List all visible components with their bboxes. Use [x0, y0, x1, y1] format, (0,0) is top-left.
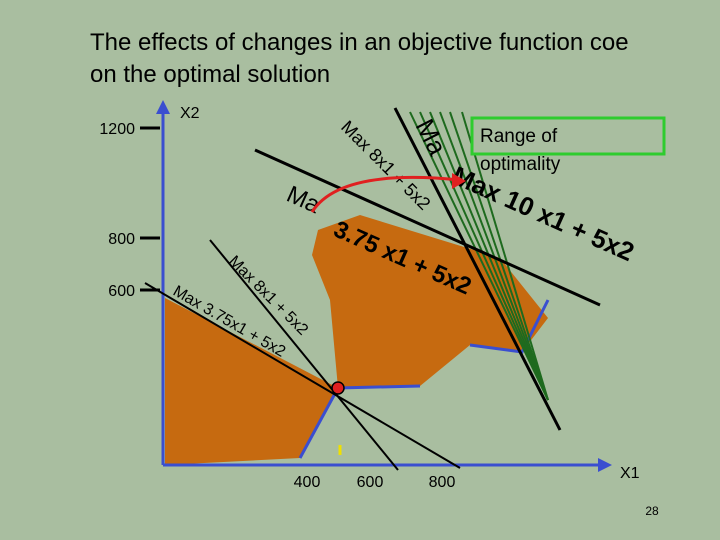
- y-axis-label: X2: [180, 105, 200, 122]
- arrow-head: [156, 100, 170, 114]
- callout-text: Range of: [480, 126, 558, 147]
- objective-line: [254, 148, 601, 307]
- title-line: The effects of changes in an objective f…: [90, 29, 629, 56]
- x-tick-label: 400: [294, 474, 321, 491]
- x-tick-label: 600: [357, 474, 384, 491]
- constraint-edge: [469, 299, 550, 354]
- arrow: [310, 175, 461, 213]
- arrow-head: [452, 173, 466, 189]
- x-axis-label: X1: [620, 465, 640, 482]
- arrow-head: [598, 458, 612, 472]
- page-number: 28: [645, 504, 659, 518]
- title-line: on the optimal solution: [90, 61, 330, 88]
- objective-line: [393, 107, 562, 431]
- y-tick-label: 800: [108, 231, 135, 248]
- callout-box: [470, 116, 666, 156]
- objective-line: [209, 239, 399, 471]
- y-tick-label: 600: [108, 283, 135, 300]
- objective-line: [144, 282, 461, 469]
- x-tick-label: 800: [429, 474, 456, 491]
- y-tick-label: 1200: [99, 121, 135, 138]
- feasible-region: [165, 298, 338, 465]
- optimal-point: [331, 381, 345, 395]
- range-lines: [409, 111, 549, 401]
- callout-text: optimality: [480, 154, 561, 175]
